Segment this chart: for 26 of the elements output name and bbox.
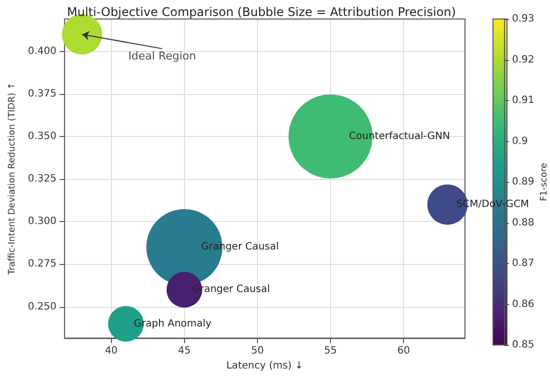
chart-title: Multi-Objective Comparison (Bubble Size = Attribution Precision)	[67, 5, 456, 19]
y-tick-label: 0.325	[28, 174, 57, 185]
y-tick-label: 0.350	[28, 130, 57, 142]
y-tick-label: 0.400	[28, 46, 57, 57]
color-bar-label: 0.87	[512, 258, 534, 269]
x-axis-title: Latency (ms) ↓	[226, 360, 304, 372]
color-bar-label: 0.85	[512, 340, 534, 350]
y-tick-label: 0.275	[28, 258, 57, 270]
x-tick-label: 50	[251, 346, 264, 357]
color-bar-title: F1-score	[540, 162, 550, 202]
color-bar-label: 0.92	[512, 54, 534, 66]
y-axis-title: Traffic-Intent Deviation Reduction (TIDR) ↑	[8, 82, 18, 276]
y-tick-label: 0.375	[28, 88, 57, 100]
color-bar-label: 0.86	[512, 298, 534, 310]
x-tick-label: 40	[104, 346, 118, 357]
color-bar-label: 0.91	[512, 95, 534, 106]
color-bar-label: 0.88	[512, 217, 534, 228]
color-bar-label: 0.89	[512, 176, 534, 188]
color-bar-label: 0.9	[512, 136, 528, 147]
y-tick-label: 0.300	[28, 216, 57, 228]
x-tick-label: 45	[178, 346, 191, 357]
color-bar-label: 0.93	[512, 14, 534, 24]
y-tick-label: 0.250	[28, 301, 57, 312]
x-tick-label: 55	[324, 346, 337, 357]
x-tick-label: 60	[397, 346, 410, 357]
annotation: Ideal Region	[128, 50, 196, 63]
